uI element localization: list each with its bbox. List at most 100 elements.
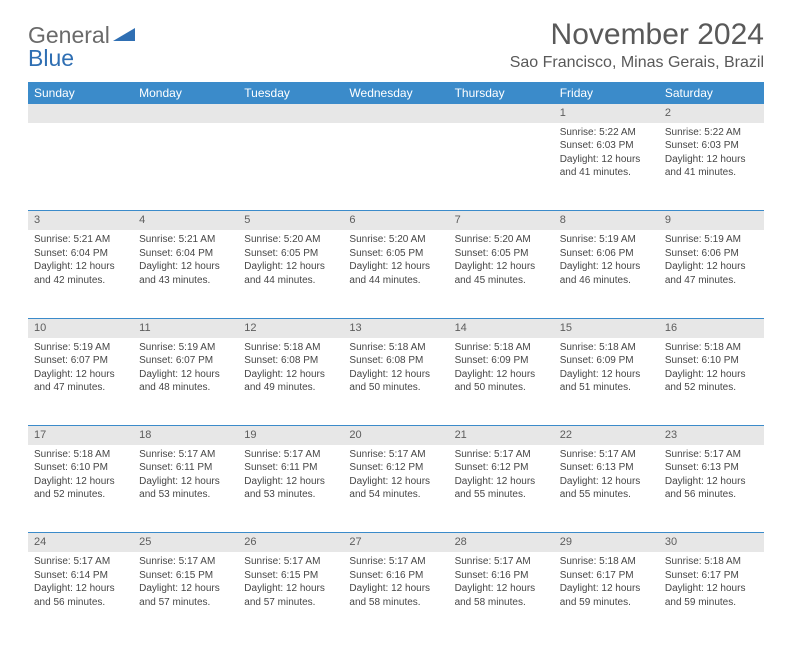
month-title: November 2024 [510,18,764,52]
day-details [133,123,238,130]
day-text-cell: Sunrise: 5:22 AMSunset: 6:03 PMDaylight:… [659,123,764,211]
day-details: Sunrise: 5:18 AMSunset: 6:17 PMDaylight:… [659,552,764,613]
day-number: 9 [659,211,764,230]
day-number-cell: 6 [343,211,448,230]
day-number-cell: 1 [554,104,659,123]
day-number-cell: 18 [133,426,238,445]
day-text-cell: Sunrise: 5:17 AMSunset: 6:15 PMDaylight:… [238,552,343,640]
day-number-cell: 16 [659,318,764,337]
day-number-cell: 26 [238,533,343,552]
day-details: Sunrise: 5:18 AMSunset: 6:10 PMDaylight:… [659,338,764,399]
day-text-cell: Sunrise: 5:18 AMSunset: 6:10 PMDaylight:… [659,338,764,426]
day-number: 11 [133,319,238,338]
week-number-row: 3456789 [28,211,764,230]
day-details: Sunrise: 5:22 AMSunset: 6:03 PMDaylight:… [554,123,659,184]
day-number-cell: 15 [554,318,659,337]
day-text-cell: Sunrise: 5:17 AMSunset: 6:16 PMDaylight:… [449,552,554,640]
week-text-row: Sunrise: 5:22 AMSunset: 6:03 PMDaylight:… [28,123,764,211]
day-number-cell: 3 [28,211,133,230]
weekday-header-row: SundayMondayTuesdayWednesdayThursdayFrid… [28,82,764,104]
day-details: Sunrise: 5:17 AMSunset: 6:14 PMDaylight:… [28,552,133,613]
day-number: 13 [343,319,448,338]
day-number-cell: 24 [28,533,133,552]
day-details: Sunrise: 5:18 AMSunset: 6:10 PMDaylight:… [28,445,133,506]
day-text-cell: Sunrise: 5:18 AMSunset: 6:17 PMDaylight:… [659,552,764,640]
day-details: Sunrise: 5:18 AMSunset: 6:08 PMDaylight:… [238,338,343,399]
day-text-cell: Sunrise: 5:17 AMSunset: 6:11 PMDaylight:… [133,445,238,533]
header: General Blue November 2024 Sao Francisco… [28,18,764,72]
day-details: Sunrise: 5:20 AMSunset: 6:05 PMDaylight:… [449,230,554,291]
day-number [238,104,343,123]
day-number-cell: 12 [238,318,343,337]
day-text-cell [238,123,343,211]
day-number-cell: 8 [554,211,659,230]
day-number-cell [238,104,343,123]
day-text-cell: Sunrise: 5:18 AMSunset: 6:08 PMDaylight:… [238,338,343,426]
day-details: Sunrise: 5:19 AMSunset: 6:06 PMDaylight:… [554,230,659,291]
day-details: Sunrise: 5:17 AMSunset: 6:15 PMDaylight:… [133,552,238,613]
week-number-row: 24252627282930 [28,533,764,552]
day-number-cell [133,104,238,123]
weekday-header: Sunday [28,82,133,104]
day-text-cell: Sunrise: 5:22 AMSunset: 6:03 PMDaylight:… [554,123,659,211]
day-details: Sunrise: 5:17 AMSunset: 6:13 PMDaylight:… [659,445,764,506]
day-number [133,104,238,123]
day-details: Sunrise: 5:20 AMSunset: 6:05 PMDaylight:… [238,230,343,291]
day-number: 2 [659,104,764,123]
day-number: 20 [343,426,448,445]
day-number-cell: 19 [238,426,343,445]
weekday-header: Tuesday [238,82,343,104]
day-number: 18 [133,426,238,445]
day-text-cell: Sunrise: 5:18 AMSunset: 6:17 PMDaylight:… [554,552,659,640]
day-number [28,104,133,123]
day-number: 1 [554,104,659,123]
day-number: 24 [28,533,133,552]
week-number-row: 10111213141516 [28,318,764,337]
day-number-cell: 14 [449,318,554,337]
day-number: 30 [659,533,764,552]
day-text-cell [449,123,554,211]
logo-text: General Blue [28,24,135,70]
logo: General Blue [28,18,135,70]
day-details: Sunrise: 5:19 AMSunset: 6:07 PMDaylight:… [28,338,133,399]
day-number: 27 [343,533,448,552]
day-details: Sunrise: 5:19 AMSunset: 6:06 PMDaylight:… [659,230,764,291]
day-number-cell: 25 [133,533,238,552]
day-number-cell: 30 [659,533,764,552]
week-text-row: Sunrise: 5:19 AMSunset: 6:07 PMDaylight:… [28,338,764,426]
day-number: 22 [554,426,659,445]
day-number: 26 [238,533,343,552]
day-text-cell: Sunrise: 5:17 AMSunset: 6:12 PMDaylight:… [343,445,448,533]
day-details: Sunrise: 5:17 AMSunset: 6:13 PMDaylight:… [554,445,659,506]
day-details: Sunrise: 5:17 AMSunset: 6:12 PMDaylight:… [343,445,448,506]
title-block: November 2024 Sao Francisco, Minas Gerai… [510,18,764,72]
day-number: 12 [238,319,343,338]
day-number-cell: 5 [238,211,343,230]
location: Sao Francisco, Minas Gerais, Brazil [510,54,764,72]
day-number [343,104,448,123]
day-details: Sunrise: 5:17 AMSunset: 6:11 PMDaylight:… [238,445,343,506]
logo-triangle-icon [113,22,135,45]
day-number-cell: 20 [343,426,448,445]
day-number-cell: 13 [343,318,448,337]
day-details: Sunrise: 5:17 AMSunset: 6:16 PMDaylight:… [343,552,448,613]
day-number: 29 [554,533,659,552]
week-text-row: Sunrise: 5:18 AMSunset: 6:10 PMDaylight:… [28,445,764,533]
day-text-cell: Sunrise: 5:17 AMSunset: 6:12 PMDaylight:… [449,445,554,533]
day-number-cell: 4 [133,211,238,230]
day-details: Sunrise: 5:17 AMSunset: 6:11 PMDaylight:… [133,445,238,506]
day-text-cell [28,123,133,211]
day-number: 5 [238,211,343,230]
day-text-cell: Sunrise: 5:17 AMSunset: 6:16 PMDaylight:… [343,552,448,640]
day-details: Sunrise: 5:18 AMSunset: 6:08 PMDaylight:… [343,338,448,399]
day-number-cell: 10 [28,318,133,337]
day-text-cell: Sunrise: 5:18 AMSunset: 6:10 PMDaylight:… [28,445,133,533]
week-text-row: Sunrise: 5:17 AMSunset: 6:14 PMDaylight:… [28,552,764,640]
weekday-header: Monday [133,82,238,104]
day-number-cell: 28 [449,533,554,552]
day-number-cell [28,104,133,123]
day-number: 23 [659,426,764,445]
day-number: 8 [554,211,659,230]
day-number: 21 [449,426,554,445]
day-number [449,104,554,123]
